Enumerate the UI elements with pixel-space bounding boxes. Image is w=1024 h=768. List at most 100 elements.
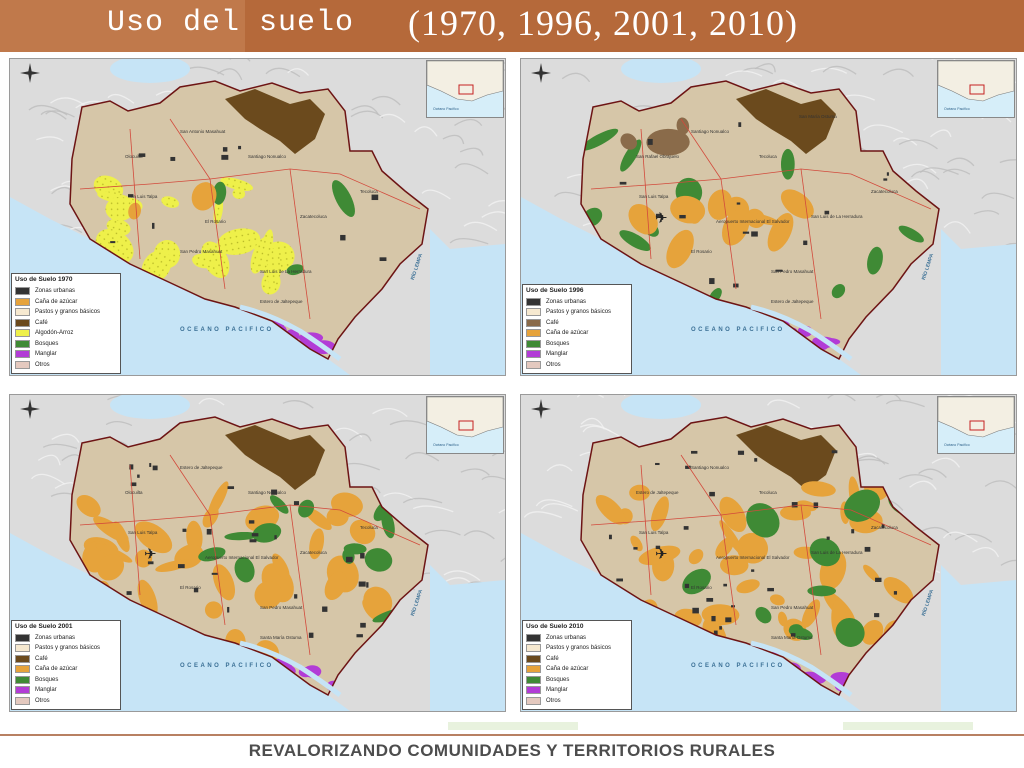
map-legend: Uso de Suelo 1996 Zonas urbanas Pastos y g… (522, 283, 632, 374)
relief-stroke (107, 93, 135, 104)
map-panel-2010: ✈ Océano Pacífico OCEANO PACIFICO RÍO LEMPA… (520, 394, 1017, 712)
relief-stroke (265, 67, 301, 78)
relief-stroke (350, 110, 384, 119)
relief-stroke (909, 480, 937, 491)
legend-swatch (15, 360, 30, 369)
town-label: Santa María Ostuma (260, 635, 302, 640)
urban-zone (767, 587, 774, 592)
relief-stroke (898, 474, 933, 481)
legend-label: Caña de azúcar (35, 298, 78, 305)
legend-item: Manglar (526, 685, 628, 696)
urban-zone (149, 463, 152, 467)
legend-label: Bosques (35, 340, 59, 347)
urban-zone (211, 572, 219, 575)
land-use-patch (801, 599, 821, 628)
land-use-patch (161, 196, 179, 208)
region-boundary (69, 416, 429, 697)
urban-zone (713, 630, 718, 636)
urban-zone (790, 633, 796, 637)
legend-label: Zonas urbanas (35, 634, 76, 641)
ocean (430, 565, 505, 711)
relief-stroke (931, 457, 961, 468)
urban-zone (608, 534, 612, 540)
legend-title: Uso de Suelo 2010 (526, 622, 584, 630)
relief-stroke (449, 237, 489, 245)
town-label: El Rosario (691, 249, 712, 254)
road (720, 514, 737, 626)
urban-zone (711, 615, 716, 622)
relief-stroke (772, 79, 800, 89)
study-region (70, 81, 428, 359)
land-use-patch (777, 611, 788, 627)
relief-stroke (488, 200, 505, 207)
urban-zone (691, 450, 698, 454)
legend-title: Uso de Suelo 2001 (15, 622, 73, 630)
urban-zone (128, 194, 134, 198)
airport-icon: ✈ (144, 546, 157, 563)
land-use-patch (620, 133, 638, 150)
relief-stroke (463, 530, 495, 540)
legend-label: Otros (546, 697, 561, 704)
legend-label: Otros (35, 697, 50, 704)
relief-stroke (459, 147, 484, 156)
land-use-patch (867, 246, 883, 275)
urban-zone (725, 617, 732, 623)
urban-zone (883, 178, 888, 181)
map-panel-2001: ✈ Océano Pacífico OCEANO PACIFICO RÍO LEMPA… (9, 394, 506, 712)
legend-item: Manglar (15, 349, 117, 360)
relief-stroke (443, 570, 481, 581)
urban-zone (775, 269, 783, 272)
legend-swatch (526, 686, 541, 695)
decorative-strip (843, 722, 973, 730)
legend-label: Café (546, 319, 559, 326)
relief-stroke (827, 395, 856, 402)
relief-stroke (876, 395, 902, 402)
land-use-patch (835, 618, 865, 647)
town-label: Tecoluca (759, 154, 777, 159)
town-label: San Pedro Masahuat (260, 605, 303, 610)
legend-label: Algodón-Arroz (35, 330, 74, 337)
estuary (239, 640, 342, 698)
relief-stroke (576, 395, 605, 399)
legend-swatch (526, 339, 541, 348)
urban-zone (633, 547, 638, 550)
relief-stroke (981, 192, 1015, 200)
relief-stroke (40, 110, 67, 120)
road (640, 464, 652, 596)
relief-stroke (972, 547, 1000, 558)
land-use-patch (719, 496, 747, 533)
relief-stroke (942, 531, 978, 543)
relief-stroke (351, 105, 379, 116)
ocean (430, 229, 505, 375)
legend-swatch (15, 287, 30, 296)
urban-zone (824, 210, 830, 215)
land-use-patch (331, 492, 363, 517)
locator-inset-map: Océano Pacífico (937, 396, 1015, 454)
legend-title: Uso de Suelo 1996 (526, 286, 584, 294)
land-use-patch (137, 579, 158, 618)
legend-item: Pastos y granos básicos (15, 307, 117, 318)
urban-zone (308, 632, 314, 638)
relief-stroke (500, 557, 505, 562)
land-use-patch (97, 554, 125, 581)
road (209, 514, 226, 626)
land-use-patch (638, 545, 681, 566)
cafe-area (225, 425, 325, 490)
land-use-patch (364, 548, 393, 572)
land-use-patch (707, 189, 733, 220)
relief-stroke (379, 113, 406, 123)
relief-stroke (287, 68, 310, 76)
urban-zone (751, 231, 758, 237)
map-panel-1996: ✈ Océano Pacífico OCEANO PACIFICO RÍO LEMPA… (520, 58, 1017, 376)
urban-zone (177, 564, 185, 569)
land-use-patch (736, 532, 769, 564)
relief-stroke (198, 397, 225, 406)
relief-stroke (481, 475, 505, 481)
relief-stroke (919, 167, 959, 175)
legend-item: Zonas urbanas (526, 297, 628, 308)
urban-zone (137, 474, 140, 478)
locator-inset-map: Océano Pacífico (426, 60, 504, 118)
relief-stroke (892, 137, 918, 146)
lake (110, 395, 190, 419)
land-use-patch (213, 197, 224, 225)
